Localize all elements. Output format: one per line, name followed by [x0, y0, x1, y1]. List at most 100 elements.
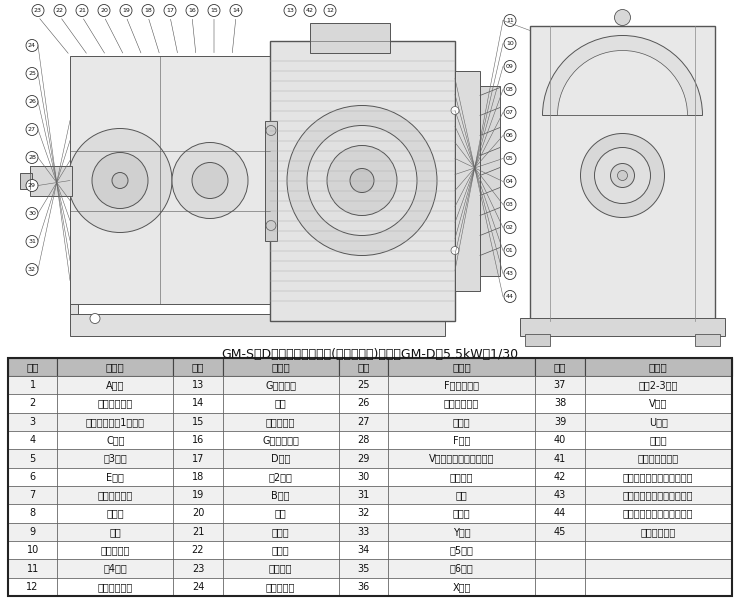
Bar [455, 70, 480, 290]
Text: Gブラケット: Gブラケット [262, 435, 299, 445]
Bar [173, 523, 223, 541]
Circle shape [54, 4, 66, 16]
Text: Y軸受: Y軸受 [453, 527, 471, 537]
Bar [57, 449, 173, 467]
Text: キー: キー [456, 490, 468, 500]
Circle shape [594, 148, 650, 203]
Text: 18: 18 [144, 8, 152, 13]
Text: 44: 44 [554, 508, 566, 518]
Text: 15: 15 [192, 417, 204, 427]
Bar [585, 413, 732, 431]
Text: 部品名: 部品名 [106, 362, 124, 372]
Circle shape [98, 4, 110, 16]
Bar [388, 467, 535, 486]
Text: 27: 27 [28, 127, 36, 132]
Circle shape [92, 152, 148, 208]
Bar [173, 486, 223, 505]
Bar [223, 559, 339, 578]
Circle shape [26, 235, 38, 247]
Bar [173, 449, 223, 467]
Bar [388, 394, 535, 413]
Bar [585, 358, 732, 376]
Text: 排油栓（オイル潤滑のみ）: 排油栓（オイル潤滑のみ） [623, 508, 693, 518]
Bar [388, 505, 535, 523]
Circle shape [284, 4, 296, 16]
Text: 21: 21 [192, 527, 204, 537]
Text: 16: 16 [188, 8, 196, 13]
Text: 通しボルト: 通しボルト [266, 582, 295, 592]
Bar [585, 541, 732, 559]
Text: エンドカバー: エンドカバー [444, 398, 480, 409]
Text: 品番: 品番 [357, 362, 369, 372]
Circle shape [192, 163, 228, 199]
Text: 7: 7 [30, 490, 36, 500]
Bar [339, 559, 388, 578]
Text: 9: 9 [30, 527, 36, 537]
Bar [388, 376, 535, 394]
Text: 09: 09 [506, 64, 514, 69]
Text: 25: 25 [28, 71, 36, 76]
Bar [173, 559, 223, 578]
Text: 4: 4 [30, 435, 36, 445]
Bar [173, 413, 223, 431]
Bar [8, 413, 57, 431]
Circle shape [76, 4, 88, 16]
Text: 36: 36 [357, 582, 369, 592]
Text: 15: 15 [210, 8, 218, 13]
Text: 02: 02 [506, 225, 514, 230]
Text: 3: 3 [30, 417, 36, 427]
Circle shape [504, 199, 516, 211]
Text: 01: 01 [506, 248, 514, 253]
Text: 20: 20 [192, 508, 204, 518]
Text: 品番: 品番 [27, 362, 38, 372]
Text: 28: 28 [28, 155, 36, 160]
Bar [8, 523, 57, 541]
Text: 中間ギヤケース: 中間ギヤケース [638, 454, 679, 463]
Text: 41: 41 [554, 454, 566, 463]
Text: 第5歯車: 第5歯車 [450, 545, 474, 555]
Bar [57, 467, 173, 486]
Text: オイルシール: オイルシール [641, 527, 676, 537]
Text: 6: 6 [30, 472, 36, 482]
Bar [388, 449, 535, 467]
Bar [585, 376, 732, 394]
Text: 12: 12 [27, 582, 38, 592]
Text: U軸受: U軸受 [649, 417, 667, 427]
Circle shape [504, 83, 516, 95]
Bar [585, 467, 732, 486]
Circle shape [26, 67, 38, 79]
Bar [173, 358, 223, 376]
Circle shape [504, 61, 516, 73]
Text: キー: キー [110, 527, 121, 537]
Text: 締付ネジ: 締付ネジ [269, 563, 292, 574]
Bar [8, 449, 57, 467]
Circle shape [504, 14, 516, 26]
Text: 端子箱: 端子箱 [453, 508, 471, 518]
Text: 2: 2 [30, 398, 36, 409]
Bar [223, 578, 339, 596]
Circle shape [32, 4, 44, 16]
Text: 30: 30 [28, 211, 36, 216]
Circle shape [142, 4, 154, 16]
Bar [339, 541, 388, 559]
Text: 5: 5 [30, 454, 36, 463]
Text: 12: 12 [326, 8, 334, 13]
Text: 14: 14 [192, 398, 204, 409]
Bar [339, 431, 388, 449]
Text: 10: 10 [27, 545, 38, 555]
Circle shape [504, 221, 516, 233]
Bar [339, 376, 388, 394]
Text: 05: 05 [506, 156, 514, 161]
Bar [57, 413, 173, 431]
Bar [270, 40, 455, 320]
Circle shape [504, 130, 516, 142]
Bar [339, 505, 388, 523]
Bar [535, 541, 585, 559]
Text: 29: 29 [357, 454, 369, 463]
Bar [223, 394, 339, 413]
Circle shape [580, 133, 665, 217]
Text: オイルシール: オイルシール [98, 490, 133, 500]
Text: 第6歯車: 第6歯車 [450, 563, 474, 574]
Circle shape [504, 290, 516, 302]
Circle shape [614, 10, 630, 25]
